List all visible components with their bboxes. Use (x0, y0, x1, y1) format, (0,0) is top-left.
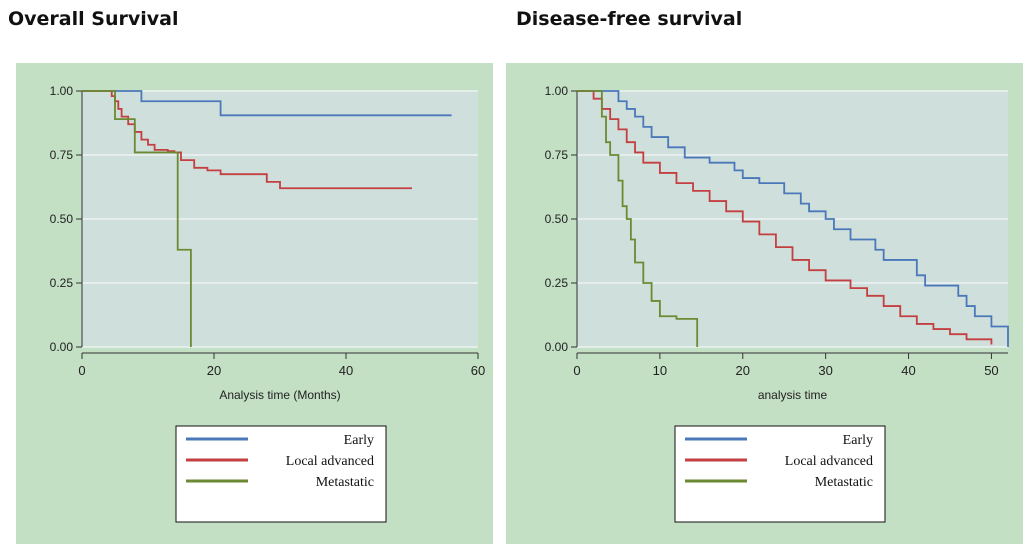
series-line-early (82, 90, 452, 117)
y-tick-label: 0.75 (50, 148, 74, 162)
x-tick-label: 50 (984, 363, 998, 378)
legend-box (674, 425, 886, 523)
x-tick-label: 40 (901, 363, 915, 378)
y-tick-label: 1.00 (545, 84, 569, 98)
legend-label: Metastatic (316, 475, 374, 490)
chart-panel-0: 0.00 0.25 0.50 0.75 1.00 0 20 40 60 Analysis time… (16, 63, 493, 544)
x-tick-label: 10 (653, 363, 667, 378)
x-tick-label: 0 (573, 363, 580, 378)
x-tick-label: 30 (818, 363, 832, 378)
y-tick-label: 0.25 (545, 276, 569, 290)
x-tick-label: 0 (78, 363, 85, 378)
chart-panel-1: 0.00 0.25 0.50 0.75 1.00 0 10 20 30 40 50 analysis … (506, 63, 1023, 544)
y-tick-label: 0.50 (50, 212, 74, 226)
y-tick-label: 1.00 (50, 84, 74, 98)
series-line-metastatic (577, 90, 699, 347)
y-tick-label: 0.75 (545, 148, 569, 162)
legend-box (175, 425, 387, 523)
x-tick-label: 40 (339, 363, 353, 378)
chart-title-overall-survival: Overall Survival (8, 8, 179, 30)
x-tick-label: 20 (736, 363, 750, 378)
x-tick-label: 60 (471, 363, 485, 378)
y-tick-label: 0.00 (50, 340, 74, 354)
chart-title-disease-free-survival: Disease-free survival (516, 8, 743, 30)
x-tick-label: 20 (207, 363, 221, 378)
legend-label: Local advanced (286, 454, 374, 469)
y-tick-label: 0.50 (545, 212, 569, 226)
y-tick-label: 0.25 (50, 276, 74, 290)
x-axis-label: Analysis time (Months) (219, 388, 340, 402)
series-line-local-advanced (82, 90, 412, 190)
y-tick-label: 0.00 (545, 340, 569, 354)
series-line-local-advanced (577, 90, 993, 345)
legend-label: Local advanced (785, 454, 873, 469)
x-axis-label: analysis time (758, 388, 828, 402)
legend-label: Early (843, 433, 873, 448)
series-line-metastatic (82, 90, 192, 347)
series-line-early (577, 90, 1009, 347)
legend-label: Early (344, 433, 374, 448)
legend-label: Metastatic (815, 475, 873, 490)
